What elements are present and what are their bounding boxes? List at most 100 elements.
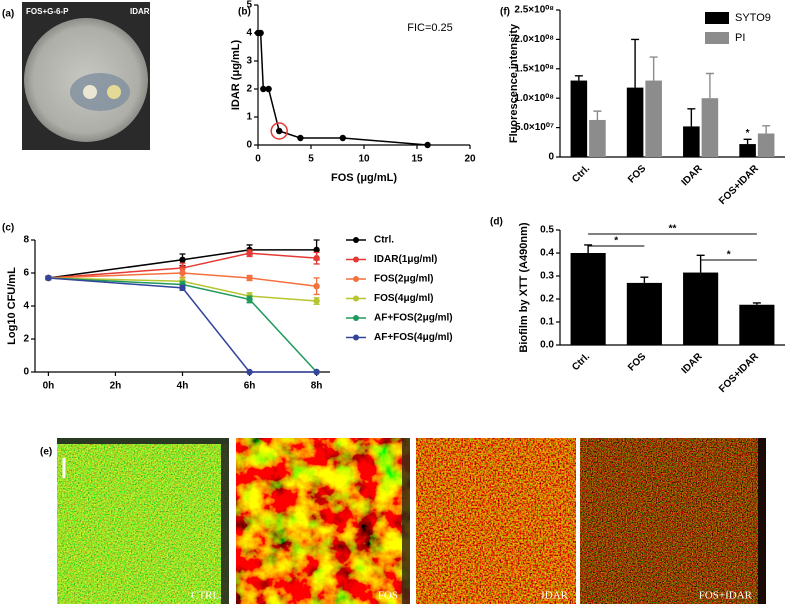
disc <box>107 85 121 99</box>
bar <box>739 144 756 157</box>
significance-label: * <box>727 250 731 261</box>
bar <box>683 272 719 345</box>
legend-marker <box>353 315 359 321</box>
data-point <box>297 134 304 142</box>
legend-label: IDAR(1μg/ml) <box>374 254 437 265</box>
data-point <box>260 85 267 93</box>
image-caption: IDAR <box>541 590 569 602</box>
annotation: FIC=0.25 <box>407 22 453 34</box>
bar <box>757 133 775 157</box>
series-line <box>48 277 317 373</box>
data-point <box>45 274 52 282</box>
y-tick-label: 4 <box>23 301 29 312</box>
micrograph <box>416 438 576 604</box>
error-bar <box>640 276 649 283</box>
inhibition-zone <box>70 73 130 111</box>
y-tick-label: 6 <box>23 268 29 279</box>
bar <box>626 282 662 345</box>
micrograph <box>580 438 766 604</box>
image-caption: FOS <box>378 590 398 602</box>
legend-label: AF+FOS(2μg/ml) <box>374 313 453 324</box>
bar <box>645 80 662 157</box>
error-bar <box>762 125 771 134</box>
error-bar <box>705 72 714 99</box>
significance-label: * <box>746 128 750 139</box>
data-point <box>246 296 253 303</box>
bar <box>570 253 606 345</box>
image-caption: FOS+IDAR <box>699 590 753 602</box>
y-tick-label: 8 <box>23 235 29 246</box>
y-tick-label: 5.0×10⁰⁷ <box>515 122 554 133</box>
y-tick-label: 3 <box>246 56 252 67</box>
series-line <box>258 32 428 146</box>
y-tick-label: 0.1 <box>540 317 554 328</box>
panel-label: (d) <box>490 217 503 228</box>
data-point <box>257 29 264 37</box>
legend-swatch <box>705 32 729 44</box>
data-point <box>265 85 272 93</box>
y-tick-label: 0.4 <box>540 248 554 259</box>
error-bar <box>593 110 602 120</box>
data-point <box>424 141 431 149</box>
y-axis-title: Biofilm by XTT (A490nm) <box>518 222 530 353</box>
bar <box>683 126 700 157</box>
legend-label: FOS(4μg/ml) <box>374 293 433 304</box>
y-axis-title: Log10 CFU/mL <box>6 267 18 345</box>
y-tick-label: 0.0 <box>540 340 554 351</box>
series-line <box>48 249 317 279</box>
series-line <box>48 277 317 302</box>
y-tick-label: 0 <box>23 367 29 378</box>
photo-label: IDAR <box>130 7 150 16</box>
x-tick-label: 8h <box>311 381 323 392</box>
photo-label: FOS+G-6-P <box>26 7 69 16</box>
panel-label: (e) <box>40 447 52 458</box>
x-tick-label: 5 <box>308 154 314 165</box>
error-bar <box>631 38 640 88</box>
y-tick-label: 0 <box>548 152 554 163</box>
y-axis-title: Fluorescence intensity <box>508 23 520 143</box>
data-point <box>246 250 253 257</box>
x-tick-label: 0 <box>255 154 261 165</box>
data-point <box>313 297 320 305</box>
significance-label: ** <box>669 224 677 235</box>
panel-e: (e) CTRL. FOS IDAR FOS+IDAR <box>40 438 766 604</box>
error-bar <box>696 254 705 273</box>
x-tick-label: FOS+IDAR <box>717 351 761 395</box>
y-tick-label: 1.0×10⁰⁸ <box>514 93 554 104</box>
data-point <box>313 283 320 290</box>
y-tick-label: 0.5 <box>540 225 554 236</box>
x-tick-label: Ctrl. <box>570 163 592 185</box>
x-tick-label: FOS <box>626 351 649 374</box>
bar <box>589 119 606 157</box>
y-tick-label: 5 <box>246 0 252 11</box>
x-tick-label: IDAR <box>680 163 706 189</box>
panel-label: (b) <box>238 7 251 18</box>
significance-label: * <box>614 236 618 247</box>
x-tick-label: 6h <box>244 381 256 392</box>
legend-swatch <box>705 12 729 24</box>
highlight-circle <box>270 122 288 140</box>
bar <box>570 80 588 157</box>
legend-label: Ctrl. <box>374 235 394 246</box>
data-point <box>179 269 186 277</box>
error-bar <box>574 75 583 81</box>
data-point <box>276 127 283 135</box>
y-tick-label: 0.2 <box>540 294 554 305</box>
x-tick-label: 0h <box>43 381 55 392</box>
data-point <box>313 254 320 262</box>
series-line <box>48 277 318 373</box>
x-axis-title: FOS (μg/mL) <box>331 172 397 184</box>
data-point <box>313 368 320 376</box>
x-tick-label: 2h <box>110 381 122 392</box>
y-tick-label: 1.5×10⁰⁸ <box>514 63 554 74</box>
x-tick-label: FOS+IDAR <box>717 163 761 207</box>
error-bar <box>743 138 752 145</box>
x-tick-label: 15 <box>411 154 423 165</box>
y-tick-label: 0.3 <box>540 271 554 282</box>
y-tick-label: 2 <box>23 334 29 345</box>
data-point <box>339 134 346 142</box>
data-point <box>179 256 186 263</box>
data-point <box>246 274 253 282</box>
bar <box>739 304 775 345</box>
micrograph <box>57 438 229 604</box>
